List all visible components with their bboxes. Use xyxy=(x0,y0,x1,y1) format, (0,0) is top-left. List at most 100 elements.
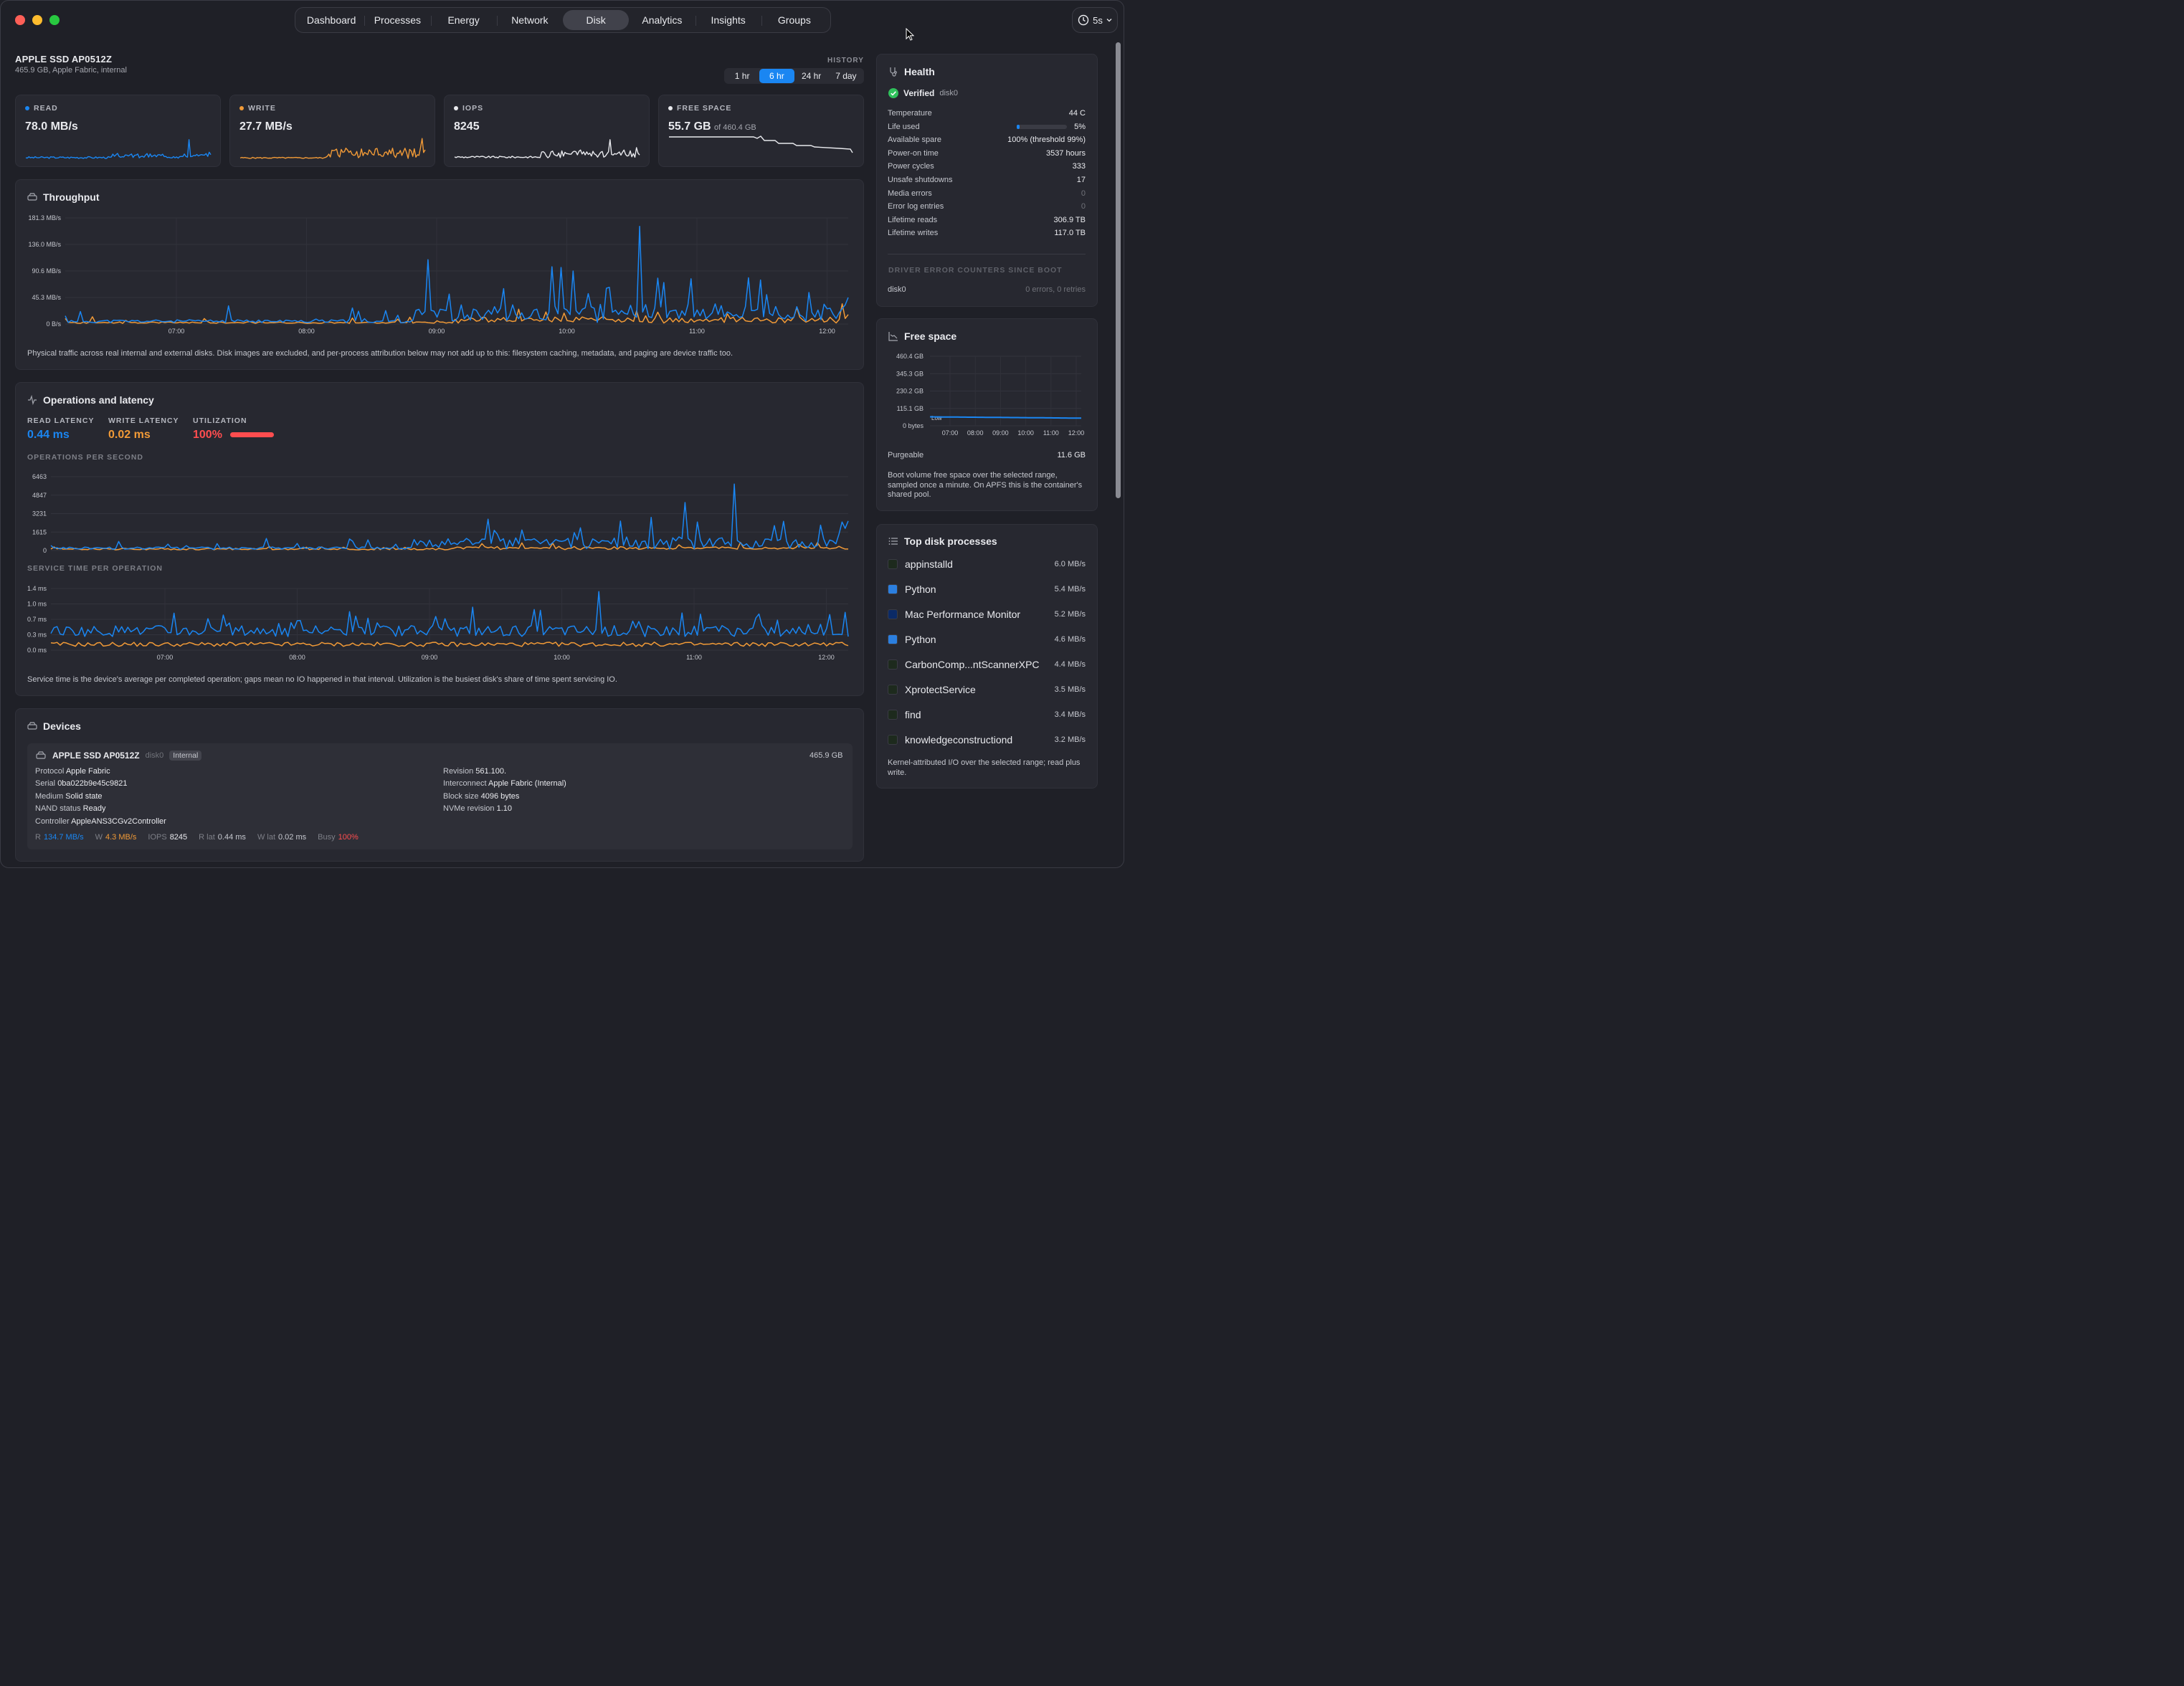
foot-iops-value: 8245 xyxy=(169,833,188,842)
tab-processes[interactable]: Processes xyxy=(364,10,430,30)
x-tick-label: 11:00 xyxy=(686,654,702,661)
tab-dashboard[interactable]: Dashboard xyxy=(306,14,356,26)
process-rate: 6.0 MB/s xyxy=(1054,560,1086,568)
device-detail: Medium Solid state xyxy=(35,792,103,801)
x-tick-label: 12:00 xyxy=(818,654,835,661)
driver-error-label: DRIVER ERROR COUNTERS SINCE BOOT xyxy=(888,266,1063,275)
device-detail: Block size 4096 bytes xyxy=(443,792,519,801)
device-badge: Internal xyxy=(169,751,202,761)
foot-r-label: R xyxy=(35,833,41,842)
foot-wlat-value: 0.02 ms xyxy=(278,833,307,842)
terminal-app-icon xyxy=(888,559,898,569)
process-row[interactable]: XprotectService 3.5 MB/s xyxy=(888,684,1086,695)
processes-note: Kernel-attributed I/O over the selected … xyxy=(888,758,1081,777)
health-row-value: 0 xyxy=(1081,189,1086,198)
device-row-header: APPLE SSD AP0512Z disk0 Internal xyxy=(35,751,202,761)
foot-rlat-value: 0.44 ms xyxy=(217,833,246,842)
refresh-interval-button[interactable]: 5s xyxy=(1072,7,1118,33)
device-detail: NVMe revision 1.10 xyxy=(443,804,512,813)
low-threshold-label: Low xyxy=(931,415,942,422)
device-detail: Interconnect Apple Fabric (Internal) xyxy=(443,779,566,788)
device-detail: Serial 0ba022b9e45c9821 xyxy=(35,779,127,788)
health-row-label: Error log entries xyxy=(888,202,944,211)
process-row[interactable]: knowledgeconstructiond 3.2 MB/s xyxy=(888,734,1086,746)
range-1hr[interactable]: 1 hr xyxy=(734,71,750,81)
stethoscope-icon xyxy=(890,67,897,77)
health-row-label: Lifetime reads xyxy=(888,215,938,224)
device-detail-label: Protocol xyxy=(35,767,65,776)
disk-subtitle: 465.9 GB, Apple Fabric, internal xyxy=(15,66,127,75)
health-title: Health xyxy=(888,66,935,77)
y-tick-label: 45.3 MB/s xyxy=(32,294,61,301)
range-6hr[interactable]: 6 hr xyxy=(759,69,794,83)
foot-w-label: W xyxy=(95,833,103,842)
disk-name: APPLE SSD AP0512Z xyxy=(15,54,113,65)
y-tick-label: 115.1 GB xyxy=(897,405,924,412)
health-row-value: 44 C xyxy=(1068,109,1086,118)
device-detail-value: 4096 bytes xyxy=(480,791,520,801)
process-name: knowledgeconstructiond xyxy=(905,734,1013,746)
x-tick-label: 11:00 xyxy=(689,328,705,335)
process-row[interactable]: find 3.4 MB/s xyxy=(888,709,1086,720)
freespace-title: Free space xyxy=(888,330,956,342)
read-latency-value: 0.44 ms xyxy=(27,429,70,441)
throughput-title-text: Throughput xyxy=(43,191,100,203)
scrollbar[interactable] xyxy=(1116,42,1121,498)
process-row[interactable]: appinstalld 6.0 MB/s xyxy=(888,558,1086,570)
x-tick-label: 12:00 xyxy=(1068,429,1085,437)
process-row[interactable]: CarbonComp...ntScannerXPC 4.4 MB/s xyxy=(888,659,1086,670)
write-latency-value: 0.02 ms xyxy=(108,429,151,441)
y-tick-label: 0 xyxy=(43,547,47,554)
close-button[interactable] xyxy=(15,15,25,25)
freespace-title-text: Free space xyxy=(904,330,957,342)
range-7day[interactable]: 7 day xyxy=(835,71,857,81)
device-row[interactable] xyxy=(27,743,853,849)
health-row: Life used 5% xyxy=(888,123,1086,131)
activity-icon xyxy=(28,395,37,405)
freespace-note: Boot volume free space over the selected… xyxy=(888,471,1083,499)
health-row: Temperature 44 C xyxy=(888,109,1086,118)
sp-read-line xyxy=(25,139,212,159)
y-tick-label: 0.3 ms xyxy=(27,632,47,639)
tab-disk[interactable]: Disk xyxy=(563,10,630,30)
process-rate: 5.2 MB/s xyxy=(1054,610,1086,619)
process-row[interactable]: Python 5.4 MB/s xyxy=(888,584,1086,595)
process-row[interactable]: Python 4.6 MB/s xyxy=(888,634,1086,645)
device-detail: Revision 561.100. xyxy=(443,767,506,776)
tab-energy[interactable]: Energy xyxy=(430,10,497,30)
range-24hr[interactable]: 24 hr xyxy=(801,71,822,81)
purgeable-row: Purgeable 11.6 GB xyxy=(888,451,1086,459)
health-row: Available spare 100% (threshold 99%) xyxy=(888,135,1086,144)
health-row-value: 100% (threshold 99%) xyxy=(1007,135,1086,145)
minimize-button[interactable] xyxy=(32,15,42,25)
tab-groups[interactable]: Groups xyxy=(761,10,827,30)
health-title-text: Health xyxy=(904,66,935,77)
app-window: Dashboard Processes Energy Network Disk … xyxy=(0,0,1124,868)
read-stat-label: READ xyxy=(25,104,58,113)
purgeable-label: Purgeable xyxy=(888,451,924,459)
health-row: Power cycles 333 xyxy=(888,162,1086,171)
zoom-button[interactable] xyxy=(49,15,60,25)
health-row: Error log entries 0 xyxy=(888,202,1086,211)
x-tick-label: 08:00 xyxy=(967,429,984,437)
process-rate: 5.4 MB/s xyxy=(1054,585,1086,594)
tab-network[interactable]: Network xyxy=(496,10,563,30)
device-detail-label: NVMe revision xyxy=(443,804,495,814)
foot-wlat-label: W lat xyxy=(257,833,275,842)
write-label-text: WRITE xyxy=(248,104,276,113)
health-row-value: 5% xyxy=(1074,122,1086,131)
device-detail-value: 561.100. xyxy=(475,767,507,776)
health-row-label: Available spare xyxy=(888,135,942,145)
utilization-value: 100% xyxy=(193,429,222,441)
timer-icon xyxy=(1078,14,1089,26)
y-tick-label: 136.0 MB/s xyxy=(28,241,61,248)
free-total-text: of 460.4 GB xyxy=(714,123,756,132)
process-row[interactable]: Mac Performance Monitor 5.2 MB/s xyxy=(888,609,1086,620)
foot-rlat-label: R lat xyxy=(199,833,215,842)
tab-analytics[interactable]: Analytics xyxy=(642,14,683,26)
tab-insights[interactable]: Insights xyxy=(695,10,761,30)
iops-stat-label: IOPS xyxy=(454,104,483,113)
iops-label-text: IOPS xyxy=(462,104,484,113)
device-detail: NAND status Ready xyxy=(35,804,105,813)
y-tick-label: 4847 xyxy=(32,492,47,499)
